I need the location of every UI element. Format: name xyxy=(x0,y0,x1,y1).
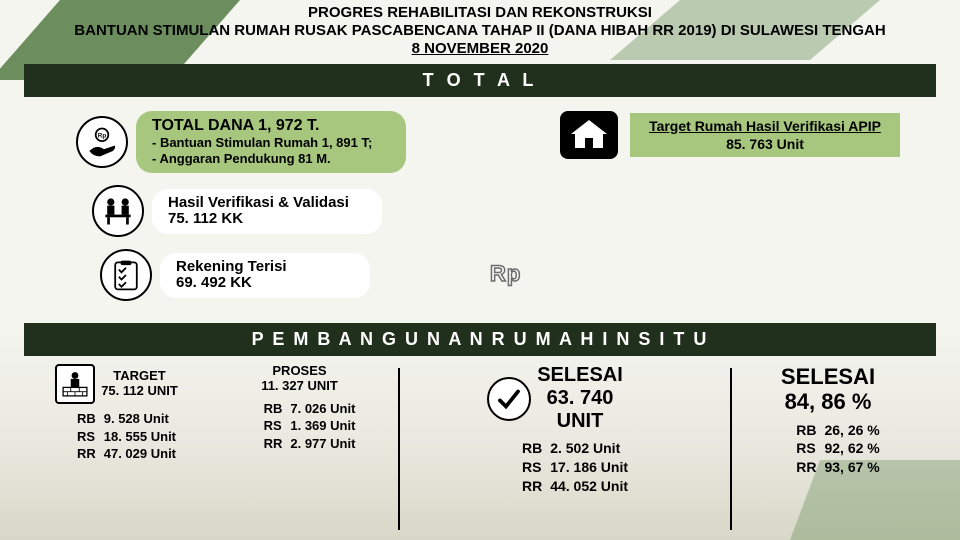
total-dana-pill: Rp TOTAL DANA 1, 972 T. - Bantuan Stimul… xyxy=(70,107,412,177)
divider-1 xyxy=(398,368,400,530)
rekening-line2: 69. 492 KK xyxy=(176,275,354,292)
insitu-selesai-pct-col: SELESAI 84, 86 % RB RS RR 26, 26 % 92, 6… xyxy=(728,364,928,477)
verifikasi-pill: Hasil Verifikasi & Validasi 75. 112 KK xyxy=(86,181,388,241)
total-dana-title: TOTAL DANA 1, 972 T. xyxy=(152,117,390,135)
page-title: PROGRES REHABILITASI DAN REKONSTRUKSI BA… xyxy=(0,0,960,60)
proses-head: PROSES 11. 327 UNIT xyxy=(261,364,338,394)
checklist-icon xyxy=(100,249,152,301)
selesai-unit-head: SELESAI 63. 740 UNIT xyxy=(537,364,623,433)
title-line1: PROGRES REHABILITASI DAN REKONSTRUKSI xyxy=(12,4,948,22)
insitu-target-col: TARGET 75. 112 UNIT RB RS RR 9. 528 Unit… xyxy=(24,364,209,463)
money-hand-icon: Rp xyxy=(76,116,128,168)
section-total: Rp TOTAL DANA 1, 972 T. - Bantuan Stimul… xyxy=(0,101,960,319)
proses-table: RB RS RR 7. 026 Unit 1. 369 Unit 2. 977 … xyxy=(264,400,356,453)
target-rumah-block: Target Rumah Hasil Verifikasi APIP 85. 7… xyxy=(560,111,900,159)
total-dana-sub2: - Anggaran Pendukung 81 M. xyxy=(152,151,390,167)
rekening-line1: Rekening Terisi xyxy=(176,259,354,276)
title-line3: 8 NOVEMBER 2020 xyxy=(12,40,948,58)
divider-2 xyxy=(730,368,732,530)
checkmark-icon xyxy=(487,377,531,421)
target-rumah-line2: 85. 763 Unit xyxy=(640,135,890,153)
house-icon xyxy=(560,111,618,159)
total-dana-sub1: - Bantuan Stimulan Rumah 1, 891 T; xyxy=(152,135,390,151)
selesai-pct-head: SELESAI 84, 86 % xyxy=(781,364,875,415)
target-head: TARGET 75. 112 UNIT xyxy=(101,369,178,399)
selesai-unit-table: RB RS RR 2. 502 Unit 17. 186 Unit 44. 05… xyxy=(522,439,628,496)
target-table: RB RS RR 9. 528 Unit 18. 555 Unit 47. 02… xyxy=(77,410,176,463)
banner-total: T O T A L xyxy=(24,64,936,97)
rp-watermark: Rp xyxy=(490,261,521,287)
bricklayer-icon xyxy=(55,364,95,404)
verifikasi-line2: 75. 112 KK xyxy=(168,211,366,228)
selesai-pct-table: RB RS RR 26, 26 % 92, 62 % 93, 67 % xyxy=(796,421,880,478)
rekening-body: Rekening Terisi 69. 492 KK xyxy=(160,253,370,298)
people-table-icon xyxy=(92,185,144,237)
target-rumah-line1: Target Rumah Hasil Verifikasi APIP xyxy=(640,117,890,135)
verifikasi-body: Hasil Verifikasi & Validasi 75. 112 KK xyxy=(152,189,382,234)
insitu-proses-col: PROSES 11. 327 UNIT RB RS RR 7. 026 Unit… xyxy=(217,364,382,453)
target-rumah-box: Target Rumah Hasil Verifikasi APIP 85. 7… xyxy=(630,113,900,157)
section-insitu: TARGET 75. 112 UNIT RB RS RR 9. 528 Unit… xyxy=(0,360,960,496)
total-dana-body: TOTAL DANA 1, 972 T. - Bantuan Stimulan … xyxy=(136,111,406,173)
insitu-selesai-unit-col: SELESAI 63. 740 UNIT RB RS RR 2. 502 Uni… xyxy=(390,364,720,496)
title-line2: BANTUAN STIMULAN RUMAH RUSAK PASCABENCAN… xyxy=(12,22,948,40)
svg-text:Rp: Rp xyxy=(98,133,107,140)
banner-insitu: P E M B A N G U N A N R U M A H I N S I … xyxy=(24,323,936,356)
rekening-pill: Rekening Terisi 69. 492 KK xyxy=(94,245,376,305)
verifikasi-line1: Hasil Verifikasi & Validasi xyxy=(168,195,366,212)
